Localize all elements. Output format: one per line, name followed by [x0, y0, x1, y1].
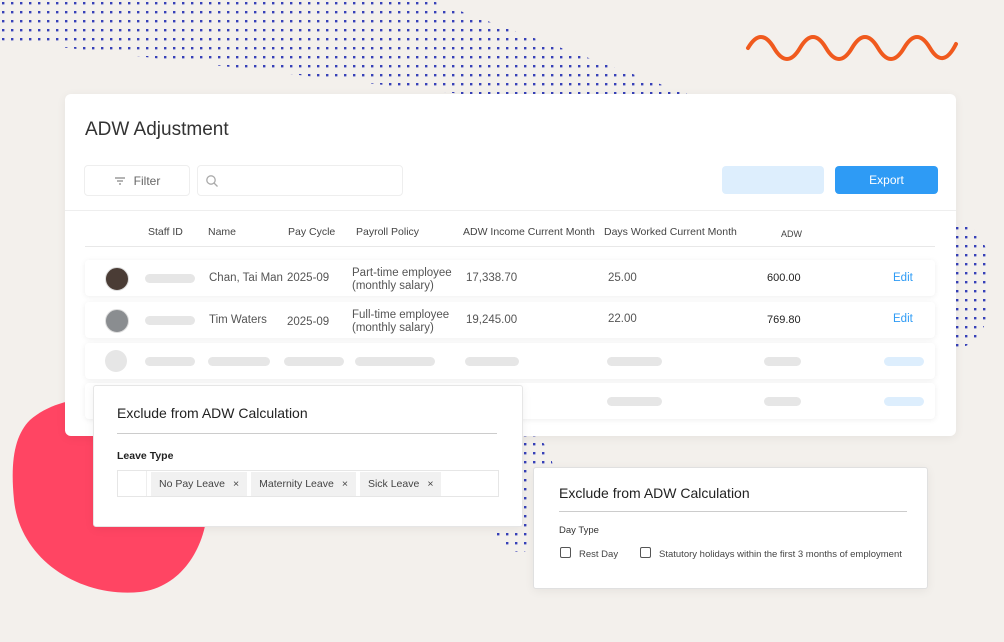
- cell-pay-cycle: 2025-09: [287, 272, 330, 284]
- tag[interactable]: Sick Leave ×: [359, 471, 442, 496]
- column-header: Days Worked Current Month: [604, 226, 737, 238]
- skeleton: [145, 274, 195, 283]
- panel-line: [559, 511, 907, 512]
- dot-pattern: [0, 0, 690, 95]
- tag-remove[interactable]: ×: [427, 477, 434, 490]
- skeleton: [208, 357, 270, 366]
- skeleton: [607, 357, 662, 366]
- skeleton: [145, 316, 195, 325]
- panel-title: Exclude from ADW Calculation: [559, 485, 750, 501]
- edit-link[interactable]: Edit: [893, 272, 913, 284]
- table-row: [85, 302, 935, 338]
- column-header: Pay Cycle: [288, 226, 336, 238]
- secondary-button[interactable]: [722, 166, 824, 194]
- tag-remove[interactable]: ×: [232, 477, 240, 490]
- checkbox-label: Rest Day: [579, 549, 619, 560]
- field-label: Day Type: [559, 525, 599, 536]
- tag-label: Maternity Leave: [259, 477, 334, 490]
- search-input[interactable]: [197, 165, 403, 196]
- skeleton: [355, 357, 435, 366]
- filter-label: Filter: [133, 173, 161, 188]
- table-row: [85, 260, 935, 296]
- checkbox-label: Statutory holidays within the first 3 mo…: [659, 549, 902, 560]
- filter-button[interactable]: Filter: [84, 165, 190, 196]
- cell-name: Tim Waters: [209, 314, 267, 326]
- search-icon: [206, 174, 218, 187]
- cell-policy: Full-time employee (monthly salary): [352, 309, 450, 334]
- cell-name: Chan, Tai Man: [209, 272, 283, 284]
- panel-title: Exclude from ADW Calculation: [117, 405, 308, 421]
- skeleton: [105, 350, 127, 372]
- checkbox[interactable]: Rest Day: [560, 547, 618, 560]
- cell-days: 22.00: [608, 313, 637, 325]
- skeleton: [607, 397, 662, 406]
- skeleton: [884, 357, 924, 366]
- tag[interactable]: Maternity Leave ×: [251, 471, 356, 496]
- skeleton: [465, 357, 519, 366]
- cell-days: 25.00: [608, 272, 637, 284]
- tag[interactable]: No Pay Leave ×: [151, 471, 248, 496]
- skeleton: [764, 397, 801, 406]
- avatar: [105, 309, 129, 333]
- divider: [65, 210, 956, 211]
- cell-income: 19,245.00: [466, 314, 518, 326]
- tag-label: No Pay Leave: [159, 477, 225, 490]
- cell-income: 17,338.70: [466, 272, 518, 284]
- tag-label: Sick Leave: [367, 477, 420, 490]
- tag-input[interactable]: No Pay Leave × Maternity Leave × Sick Leav…: [117, 470, 499, 497]
- avatar: [105, 267, 129, 291]
- skeleton: [145, 357, 195, 366]
- input-prefix: [118, 471, 147, 496]
- column-header: ADW Income Current Month: [463, 226, 595, 238]
- squiggle: [746, 35, 958, 61]
- column-header: ADW: [781, 229, 802, 239]
- page-title: ADW Adjustment: [85, 119, 229, 140]
- tag-remove[interactable]: ×: [341, 477, 348, 490]
- cell-adw: 600.00: [767, 272, 801, 284]
- column-header: Payroll Policy: [356, 226, 420, 238]
- leave-panel: [93, 385, 523, 527]
- edit-link[interactable]: Edit: [893, 313, 913, 325]
- panel-line: [117, 433, 497, 434]
- filter-icon: [114, 176, 125, 185]
- export-button[interactable]: Export: [835, 166, 938, 194]
- cell-policy: Part-time employee (monthly salary): [352, 267, 452, 292]
- field-label: Leave Type: [117, 450, 174, 462]
- column-header: Staff ID: [148, 226, 183, 238]
- column-header: Name: [208, 226, 237, 238]
- cell-pay-cycle: 2025-09: [287, 316, 330, 328]
- skeleton: [284, 357, 344, 366]
- day-panel: [533, 467, 928, 589]
- header-line: [85, 246, 935, 247]
- skeleton: [764, 357, 801, 366]
- checkbox[interactable]: Statutory holidays within the first 3 mo…: [640, 547, 902, 560]
- cell-adw: 769.80: [767, 314, 801, 326]
- skeleton: [884, 397, 924, 406]
